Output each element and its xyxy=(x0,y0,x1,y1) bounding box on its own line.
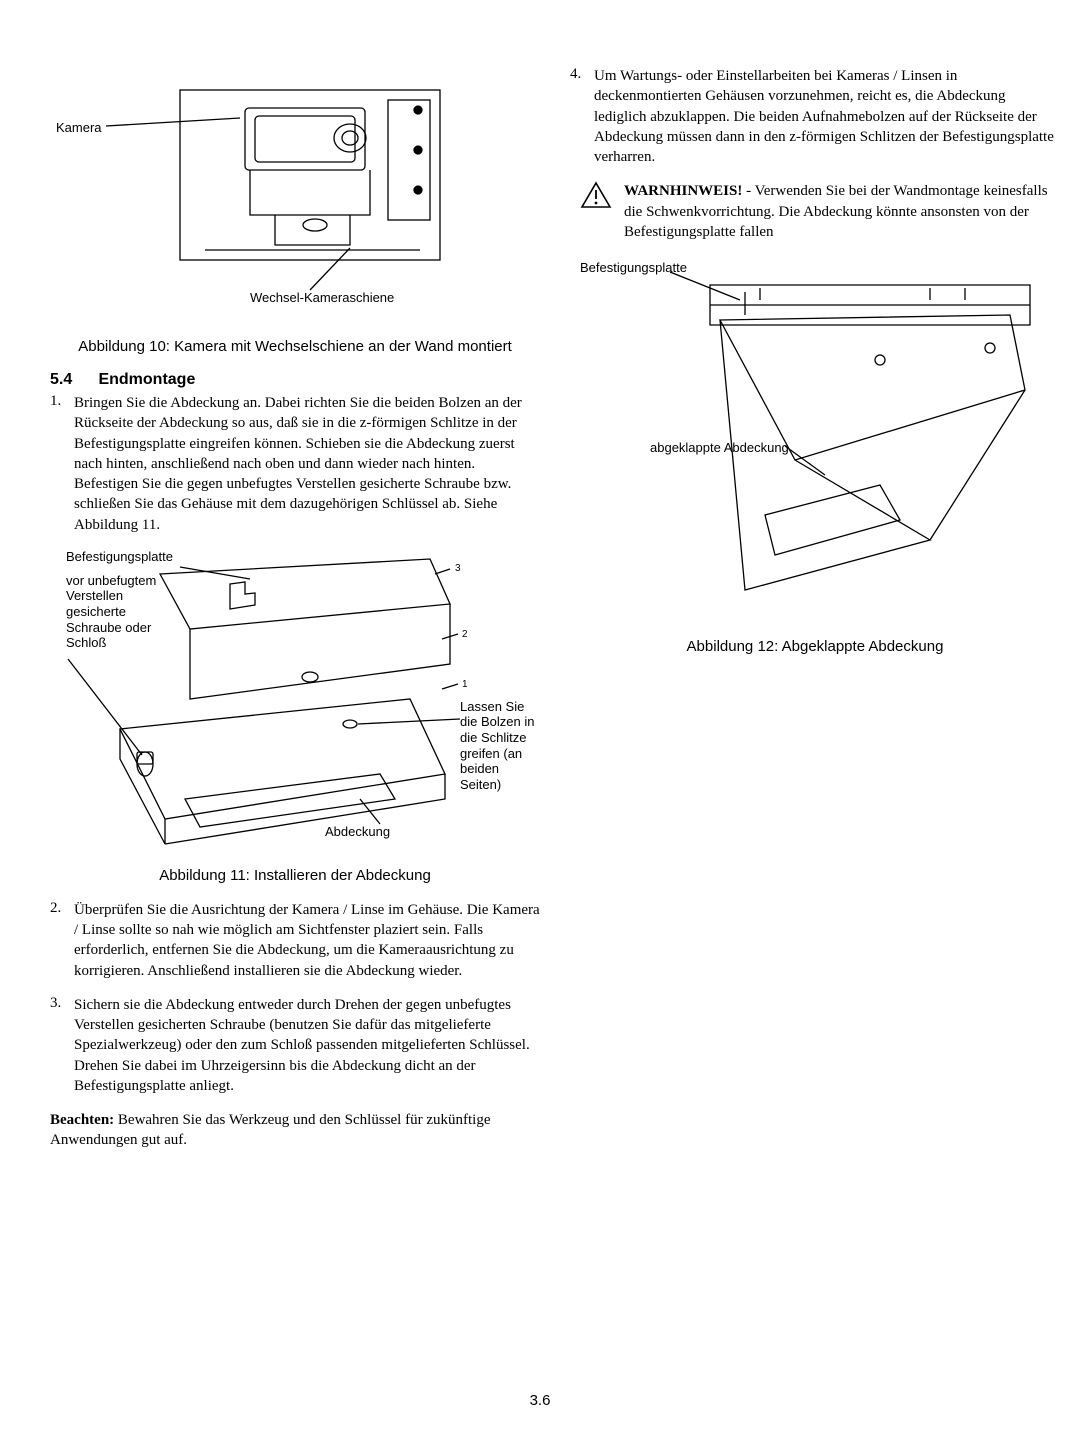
page-number: 3.6 xyxy=(0,1392,1080,1409)
fig12-label-abdeckung: abgeklappte Abdeckung xyxy=(650,440,789,455)
step-4-index: 4. xyxy=(570,66,594,167)
fig11-label-abdeckung: Abdeckung xyxy=(325,824,390,840)
step-3-index: 3. xyxy=(50,995,74,1096)
fig11-label-platte: Befestigungsplatte xyxy=(66,549,173,565)
note-block: Beachten: Bewahren Sie das Werkzeug und … xyxy=(50,1110,540,1151)
step-1-text: Bringen Sie die Abdeckung an. Dabei rich… xyxy=(74,393,540,535)
fig10-caption: Abbildung 10: Kamera mit Wechselschiene … xyxy=(50,338,540,355)
step-3: 3. Sichern sie die Abdeckung entweder du… xyxy=(50,995,540,1096)
step-1-index: 1. xyxy=(50,393,74,535)
section-heading-5-4: 5.4 Endmontage xyxy=(50,371,540,389)
right-column: 4. Um Wartungs- oder Einstellarbeiten be… xyxy=(570,60,1060,1165)
step-4: 4. Um Wartungs- oder Einstellarbeiten be… xyxy=(570,66,1060,167)
fig11-caption: Abbildung 11: Installieren der Abdeckung xyxy=(50,867,540,884)
fig11-label-schraube: vor unbefugtem Verstellen gesicherte Sch… xyxy=(66,573,176,651)
fig10-label-kamera: Kamera xyxy=(56,120,102,135)
step-3-text: Sichern sie die Abdeckung entweder durch… xyxy=(74,995,540,1096)
note-label: Beachten: xyxy=(50,1112,114,1128)
warning-icon xyxy=(580,181,624,242)
step-1: 1. Bringen Sie die Abdeckung an. Dabei r… xyxy=(50,393,540,535)
step-2: 2. Überprüfen Sie die Ausrichtung der Ka… xyxy=(50,900,540,981)
warning-label: WARNHINWEIS! xyxy=(624,183,742,199)
figure-10: Kamera xyxy=(50,60,540,330)
fig10-label-schiene: Wechsel-Kameraschiene xyxy=(250,290,394,305)
warning-block: WARNHINWEIS! - Verwenden Sie bei der Wan… xyxy=(580,181,1060,242)
svg-text:2: 2 xyxy=(462,629,468,640)
figure-11: Befestigungsplatte vor unbefugtem Verste… xyxy=(50,549,540,859)
figure-12: Befestigungsplatte abgeklappte Abdeckung xyxy=(570,260,1060,630)
note-text: Bewahren Sie das Werkzeug und den Schlüs… xyxy=(50,1112,491,1148)
fig11-label-bolzen: Lassen Sie die Bolzen in die Schlitze gr… xyxy=(460,699,540,793)
step-4-text: Um Wartungs- oder Einstellarbeiten bei K… xyxy=(594,66,1060,167)
svg-text:3: 3 xyxy=(455,563,461,574)
step-2-index: 2. xyxy=(50,900,74,981)
section-title: Endmontage xyxy=(98,371,195,388)
fig12-label-platte: Befestigungsplatte xyxy=(580,260,687,275)
fig12-caption: Abbildung 12: Abgeklappte Abdeckung xyxy=(570,638,1060,655)
left-column: Kamera xyxy=(50,60,540,1165)
step-2-text: Überprüfen Sie die Ausrichtung der Kamer… xyxy=(74,900,540,981)
fig12-svg xyxy=(570,260,1060,620)
svg-text:1: 1 xyxy=(462,679,468,690)
section-number: 5.4 xyxy=(50,371,94,389)
fig10-svg xyxy=(50,60,540,320)
